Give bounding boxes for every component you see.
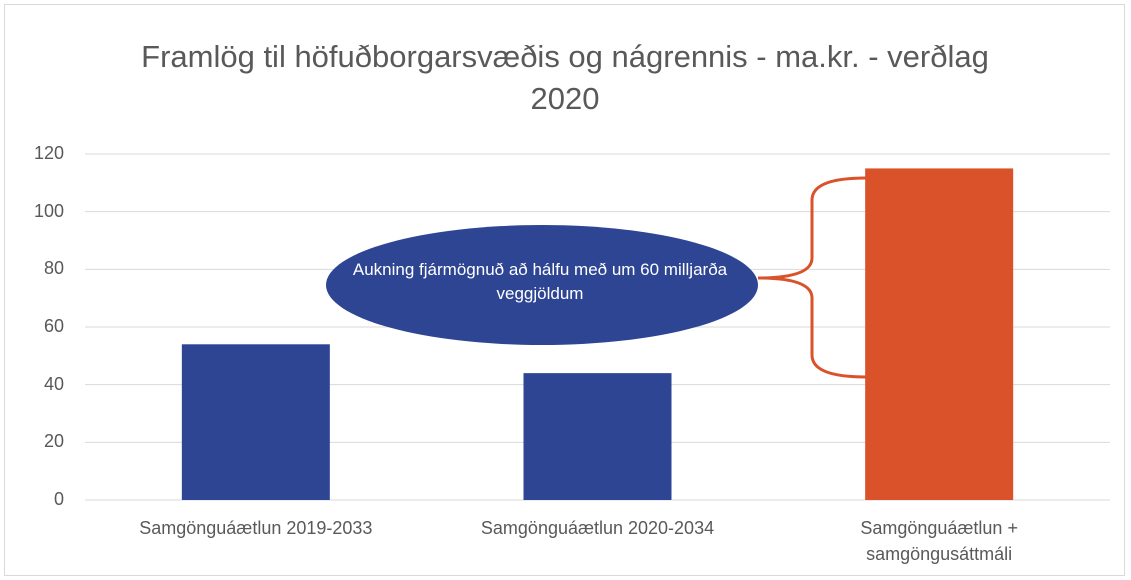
y-tick-label: 40 <box>43 373 64 394</box>
x-tick-label: Samgönguáætlun 2019-2033 <box>139 518 373 538</box>
bar <box>181 344 330 500</box>
y-tick-label: 60 <box>43 316 64 336</box>
y-tick-label: 20 <box>43 431 64 452</box>
bar <box>523 373 672 500</box>
y-tick-label: 120 <box>33 143 64 163</box>
x-tick-label: Samgönguáætlun + samgöngusáttmáli <box>860 518 1018 564</box>
frame <box>4 4 1125 576</box>
bar <box>865 168 1014 500</box>
annotation: Aukning fjármögnuð að hálfu með um 60 mi… <box>352 260 728 303</box>
brace <box>757 176 867 379</box>
callout-ellipse <box>326 225 758 345</box>
y-tick-label: 80 <box>43 258 64 279</box>
x-tick-label: Samgönguáætlun 2020-2034 <box>480 518 715 538</box>
chart-title: Framlög til höfuðborgarsvæðis og nágrenn… <box>141 39 989 116</box>
y-tick-label: 0 <box>53 489 64 509</box>
y-tick-label: 100 <box>33 200 64 221</box>
